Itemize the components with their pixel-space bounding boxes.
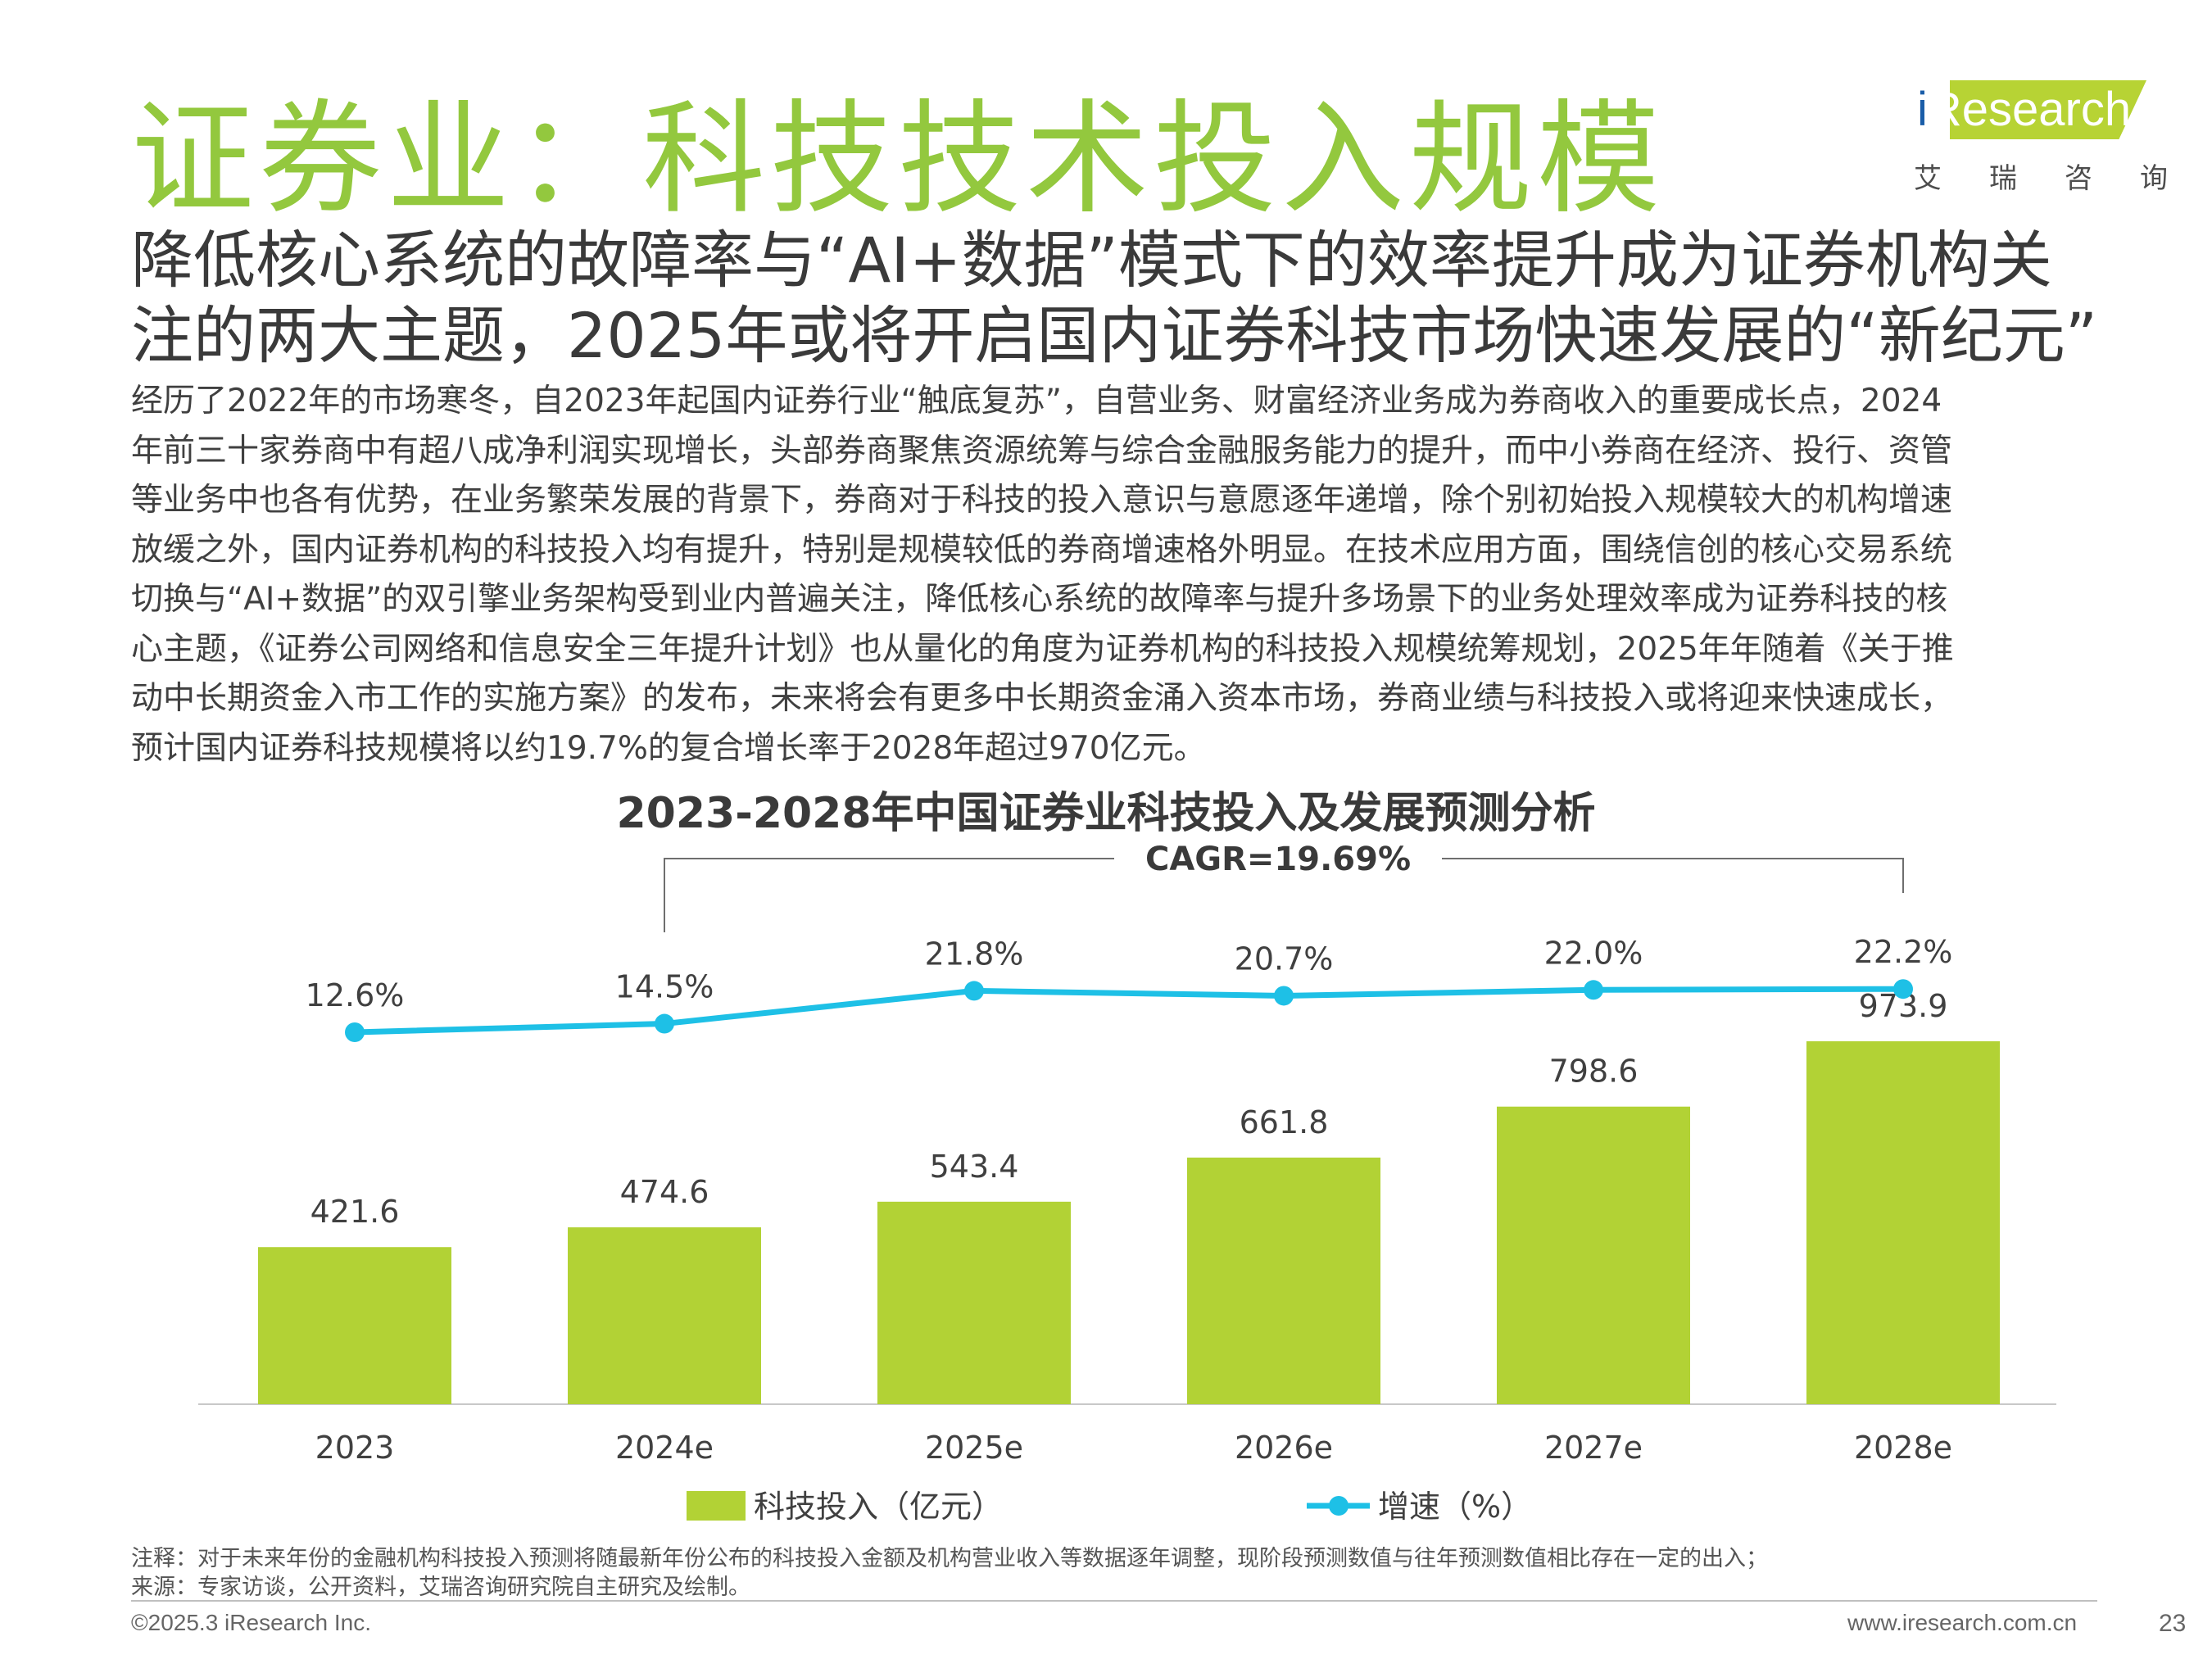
bar-2026e xyxy=(1187,1157,1380,1404)
growth-point-2025e xyxy=(964,981,984,1001)
growth-point-2026e xyxy=(1274,986,1294,1006)
page-number: 23 xyxy=(2159,1610,2187,1637)
subtitle-line-1: 降低核心系统的故障率与“AI+数据”模式下的效率提升成为证券机构关 xyxy=(131,224,2052,297)
growth-label-2024e: 14.5% xyxy=(615,969,714,1005)
subtitle-line-2: 注的两大主题，2025年或将开启国内证券科技市场快速发展的“新纪元” xyxy=(131,299,2098,372)
legend-label-investment: 科技投入（亿元） xyxy=(754,1489,1003,1525)
x-tick-2024e: 2024e xyxy=(615,1430,714,1466)
iresearch-logo: iResearch 艾瑞咨询 xyxy=(1909,72,2168,195)
growth-label-2025e: 21.8% xyxy=(925,936,1024,972)
body-line: 切换与“AI+数据”的双引擎业务架构受到业内普遍关注，降低核心系统的故障率与提升… xyxy=(131,581,1948,618)
growth-label-2027e: 22.0% xyxy=(1544,935,1643,971)
bar-label-2027e: 798.6 xyxy=(1549,1054,1639,1090)
x-tick-2026e: 2026e xyxy=(1235,1430,1333,1466)
footer-url[interactable]: www.iresearch.com.cn xyxy=(1847,1610,2078,1635)
chart-note: 注释：对于未来年份的金融机构科技投入预测将随最新年份公布的科技投入金额及机构营业… xyxy=(131,1546,1768,1571)
bar-2023 xyxy=(258,1247,451,1404)
body-line: 年前三十家券商中有超八成净利润实现增长，头部券商聚焦资源统筹与综合金融服务能力的… xyxy=(131,432,1953,469)
bar-2024e xyxy=(568,1227,761,1404)
legend-label-growth: 增速（%） xyxy=(1378,1489,1532,1525)
bar-label-2025e: 543.4 xyxy=(930,1149,1019,1185)
chart-source: 来源：专家访谈，公开资料，艾瑞咨询研究院自主研究及绘制。 xyxy=(131,1575,750,1600)
x-tick-2023: 2023 xyxy=(315,1430,395,1466)
chart-title: 2023-2028年中国证券业科技投入及发展预测分析 xyxy=(616,789,1596,838)
body-paragraph: 经历了2022年的市场寒冬，自2023年起国内证券行业“触底复苏”，自营业务、财… xyxy=(131,377,2114,773)
body-line: 经历了2022年的市场寒冬，自2023年起国内证券行业“触底复苏”，自营业务、财… xyxy=(131,383,1942,419)
x-tick-2028e: 2028e xyxy=(1854,1430,1952,1466)
logo-i: i xyxy=(1917,83,1928,136)
growth-point-2023 xyxy=(345,1022,365,1042)
body-line: 动中长期资金入市工作的实施方案》的发布，未来将会有更多中长期资金涌入资本市场，券… xyxy=(131,680,1953,717)
x-tick-2027e: 2027e xyxy=(1544,1430,1643,1466)
page-title: 证券业：科技技术投入规模 xyxy=(131,88,1666,231)
growth-label-2023: 12.6% xyxy=(306,977,405,1013)
growth-label-2028e: 22.2% xyxy=(1854,934,1953,970)
cagr-bracket-right xyxy=(1442,858,1904,893)
growth-point-2028e xyxy=(1893,979,1913,999)
bar-2025e xyxy=(877,1201,1071,1404)
body-line: 心主题，《证券公司网络和信息安全三年提升计划》也从量化的角度为证券机构的科技投入… xyxy=(131,630,1954,668)
growth-point-2024e xyxy=(655,1013,674,1034)
cagr-annotation: CAGR=19.69% xyxy=(1145,841,1411,878)
growth-point-2027e xyxy=(1584,980,1603,1000)
bar-2028e xyxy=(1806,1041,2000,1404)
bar-2027e xyxy=(1497,1106,1690,1404)
bar-label-2023: 421.6 xyxy=(310,1194,400,1230)
footer-divider xyxy=(131,1600,2097,1602)
logo-badge xyxy=(1950,80,2146,139)
x-tick-2025e: 2025e xyxy=(925,1430,1023,1466)
body-line: 等业务中也各有优势，在业务繁荣发展的背景下，券商对于科技的投入意识与意愿逐年递增… xyxy=(131,482,1953,519)
body-line: 预计国内证券科技规模将以约19.7%的复合增长率于2028年超过970亿元。 xyxy=(131,729,1206,767)
bar-label-2024e: 474.6 xyxy=(620,1174,709,1210)
growth-label-2026e: 20.7% xyxy=(1235,941,1334,977)
body-line: 放缓之外，国内证券机构的科技投入均有提升，特别是规模较低的券商增速格外明显。在技… xyxy=(131,531,1953,569)
growth-line xyxy=(354,986,1904,1036)
legend-marker-growth xyxy=(1329,1496,1349,1516)
cagr-bracket-left xyxy=(664,858,1114,932)
legend-swatch-investment xyxy=(687,1491,746,1521)
footer-copyright: ©2025.3 iResearch Inc. xyxy=(131,1610,372,1635)
logo-chinese: 艾瑞咨询 xyxy=(1914,162,2212,195)
logo-brand: Research xyxy=(1927,83,2132,136)
bar-label-2026e: 661.8 xyxy=(1240,1104,1329,1140)
logo-wordmark: iResearch xyxy=(1917,82,2131,138)
